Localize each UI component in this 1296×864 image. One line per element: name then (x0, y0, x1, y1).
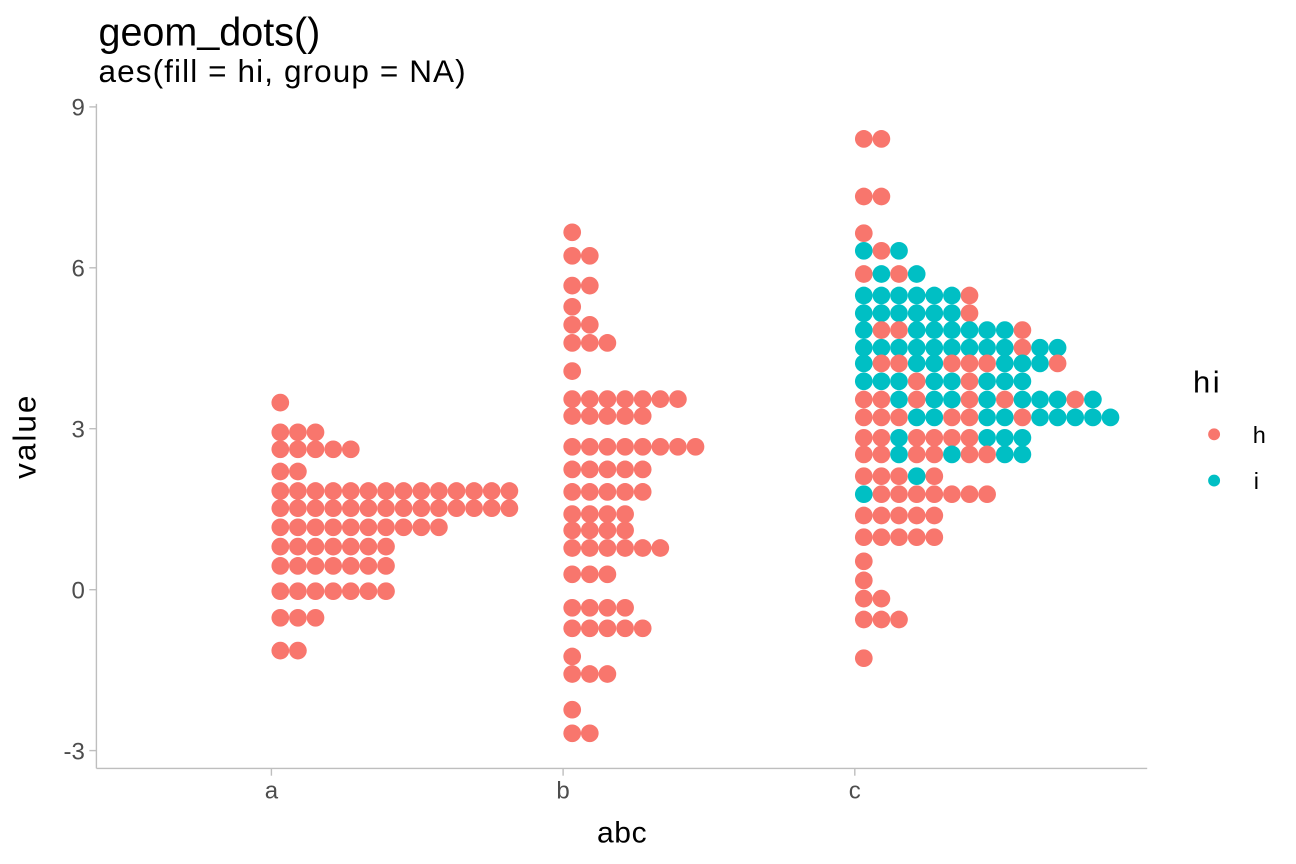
svg-text:-3: -3 (64, 738, 85, 765)
svg-text:h: h (1253, 422, 1266, 448)
svg-text:9: 9 (72, 95, 85, 122)
svg-text:abc: abc (597, 817, 647, 850)
svg-text:hi: hi (1193, 365, 1222, 400)
svg-text:value: value (7, 394, 43, 479)
svg-text:6: 6 (72, 256, 85, 283)
svg-text:geom_dots(): geom_dots() (99, 7, 321, 55)
svg-text:3: 3 (72, 417, 85, 444)
svg-text:b: b (556, 778, 569, 805)
svg-text:0: 0 (72, 578, 85, 605)
svg-text:i: i (1254, 468, 1259, 494)
svg-text:a: a (265, 778, 279, 805)
svg-text:aes(fill = hi, group = NA): aes(fill = hi, group = NA) (99, 53, 467, 89)
svg-text:c: c (849, 778, 861, 805)
